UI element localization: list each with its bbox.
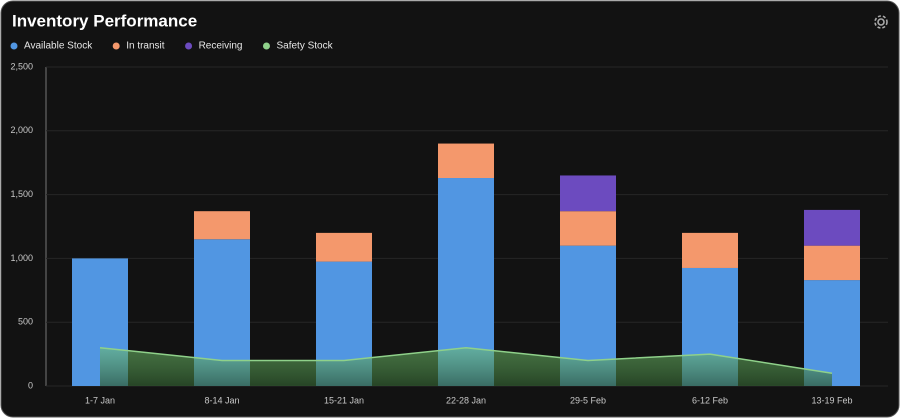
x-tick-label: 1-7 Jan xyxy=(85,395,115,405)
y-tick-label: 500 xyxy=(18,317,33,327)
legend-swatch xyxy=(10,42,18,50)
legend-label: In transit xyxy=(126,41,165,52)
legend-label: Safety Stock xyxy=(276,41,333,52)
bar-segment xyxy=(560,175,616,212)
bar-segment xyxy=(316,232,372,262)
bar-segment xyxy=(560,211,616,246)
y-tick-label: 1,000 xyxy=(10,253,33,263)
x-tick-label: 8-14 Jan xyxy=(204,395,239,405)
y-tick-label: 0 xyxy=(28,380,33,390)
bar-segment xyxy=(804,209,860,246)
x-tick-label: 22-28 Jan xyxy=(446,395,486,405)
x-tick-label: 13-19 Feb xyxy=(811,395,852,405)
y-tick-label: 1,500 xyxy=(10,189,33,199)
legend-swatch xyxy=(112,42,120,50)
bar-segment xyxy=(682,232,738,268)
x-tick-label: 29-5 Feb xyxy=(570,395,606,405)
chart-title: Inventory Performance xyxy=(12,11,197,30)
bar-segment xyxy=(194,211,250,240)
area-line xyxy=(99,346,833,374)
bar-segment xyxy=(804,280,860,386)
y-tick-label: 2,500 xyxy=(10,61,33,71)
x-tick-label: 15-21 Jan xyxy=(324,395,364,405)
bar-segment xyxy=(438,143,494,179)
settings-icon[interactable] xyxy=(874,15,888,29)
legend-label: Receiving xyxy=(199,41,243,52)
legend-swatch xyxy=(262,42,270,50)
y-tick-label: 2,000 xyxy=(10,125,33,135)
legend-label: Available Stock xyxy=(24,41,93,52)
x-tick-label: 6-12 Feb xyxy=(692,395,728,405)
bar-segment xyxy=(804,245,860,281)
legend-swatch xyxy=(185,42,193,50)
